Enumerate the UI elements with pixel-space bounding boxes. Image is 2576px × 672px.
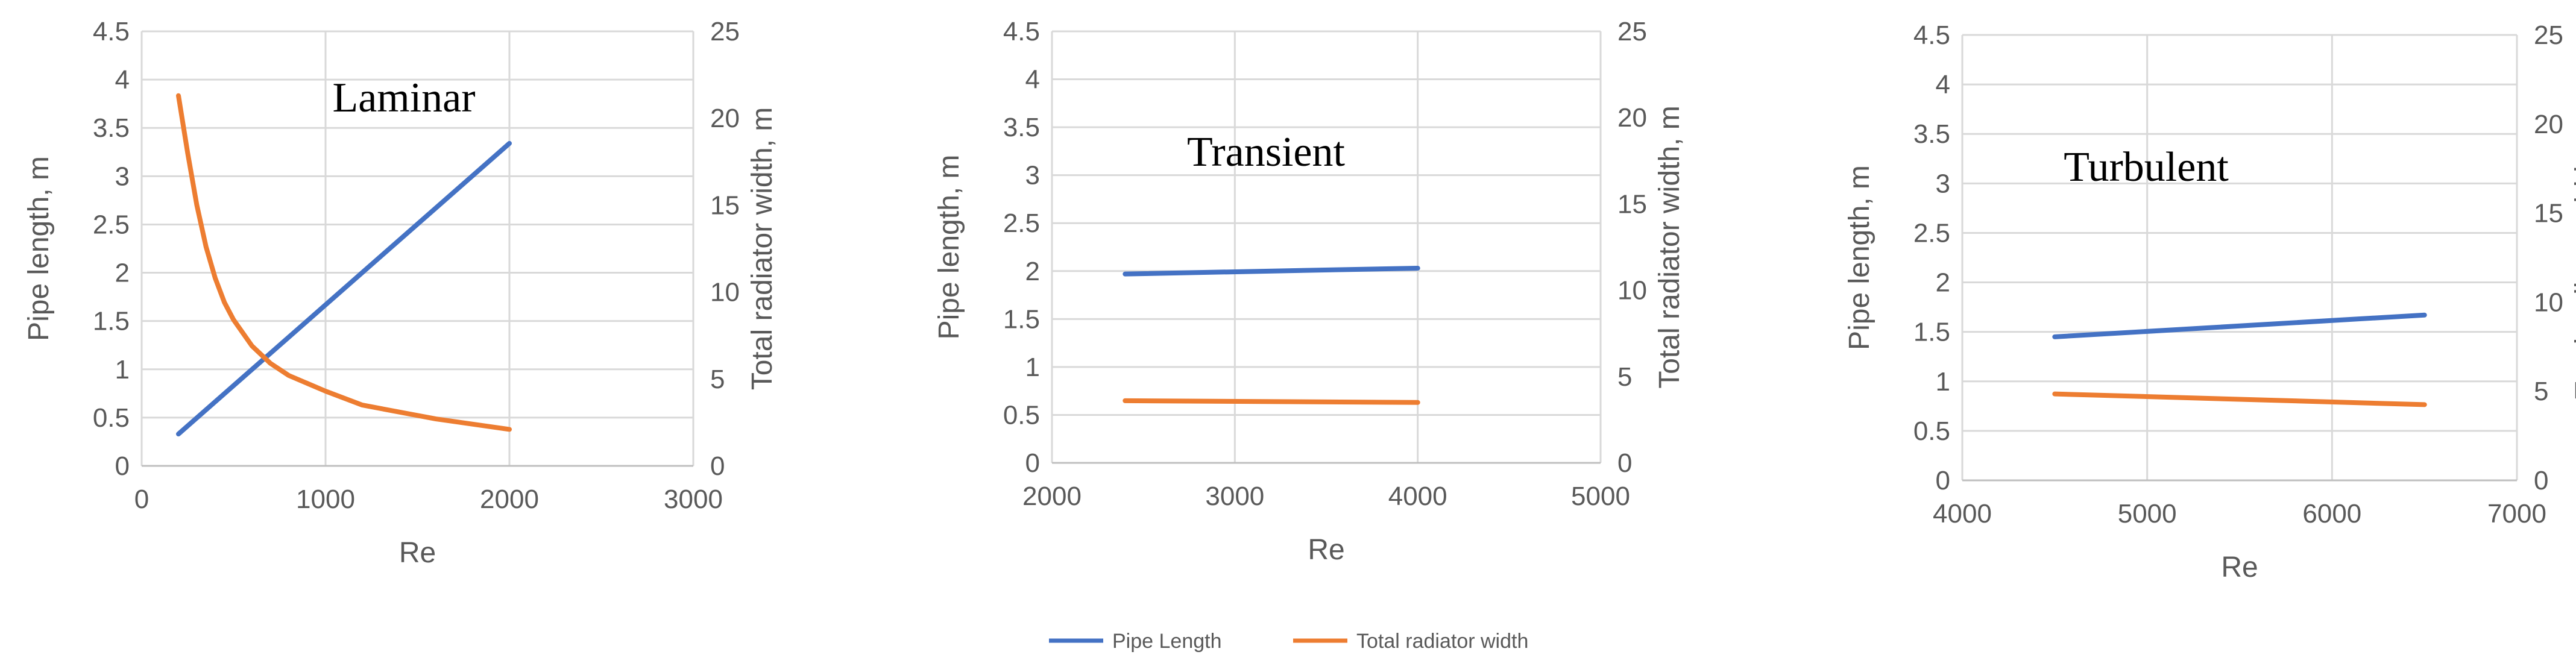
y-tick-label: 0 [1025,448,1040,478]
y2-tick-label: 10 [710,278,740,307]
y-tick-label: 3.5 [93,113,130,143]
y2-tick-label: 5 [2534,377,2548,406]
y-axis-title: Pipe length, m [1844,165,1875,350]
y2-axis-title: Total radiator width, m [1654,105,1686,389]
y2-tick-label: 15 [2534,199,2563,228]
y-tick-label: 2 [1936,268,1950,298]
legend-label: Pipe Length [1112,630,1222,653]
chart-panel-2: 0 0.5 1 1.5 2 2.5 3 3.5 4 4.5 0 5 10 15 20 25 2000 3000 40… [933,17,1686,566]
y2-tick-label: 15 [710,190,740,220]
legend-item-pipe-length: Pipe Length [1049,630,1222,653]
y-tick-label: 2 [115,259,130,288]
y2-tick-label: 20 [2534,110,2563,139]
y-tick-label: 1.5 [1913,318,1950,347]
y-axis-title: Pipe length, m [23,156,55,341]
legend-label: Total radiator width [1356,630,1528,653]
y-tick-label: 2 [1025,257,1040,286]
y2-tick-label: 20 [1617,103,1647,133]
y2-tick-label: 0 [2534,466,2548,495]
x-tick-label: 0 [134,485,149,514]
x-tick-label: 3000 [1205,482,1264,511]
y2-tick-label: 25 [2534,20,2563,50]
y2-tick-label: 10 [2534,287,2563,317]
series-line-pipe-length [1125,268,1417,274]
y-tick-label: 0 [115,451,130,481]
y2-tick-label: 10 [1617,276,1647,306]
y2-tick-label: 5 [1617,362,1632,392]
x-axis-title: Re [2221,551,2258,583]
legend: Pipe Length Total radiator width [1049,630,1528,653]
y-tick-label: 3 [115,162,130,191]
legend-item-total-radiator-width: Total radiator width [1293,630,1528,653]
series-line-total-radiator-width [1125,401,1417,403]
chart-panel-3: 0 0.5 1 1.5 2 2.5 3 3.5 4 4.5 0 5 10 15 20 25 4000 5000 60… [1844,20,2576,583]
x-axis-title: Re [399,537,436,569]
y2-tick-label: 0 [1617,448,1632,478]
series-line-pipe-length [178,143,509,434]
x-tick-label: 2000 [480,485,539,514]
chart-panel-1: 0 0.5 1 1.5 2 2.5 3 3.5 4 4.5 0 5 10 15 20 25 0 1000 2000 3… [23,17,778,569]
y2-axis-title: Total radiator width, m [746,107,778,391]
y-tick-label: 2.5 [1003,209,1040,238]
x-tick-label: 4000 [1388,482,1447,511]
y-tick-label: 4.5 [93,17,130,46]
x-tick-label: 5000 [2118,499,2177,529]
y-tick-label: 3 [1936,169,1950,198]
y-tick-label: 1.5 [1003,304,1040,334]
y-tick-label: 4 [1025,65,1040,95]
x-tick-label: 1000 [296,485,355,514]
y-tick-label: 4 [115,65,130,95]
x-axis-title: Re [1308,534,1344,566]
series-line-pipe-length [2055,315,2424,337]
y-tick-label: 4.5 [1003,17,1040,46]
y-tick-label: 2.5 [93,210,130,239]
y2-tick-label: 20 [710,104,740,133]
x-tick-label: 4000 [1933,499,1992,529]
panel-annotation: Transient [1187,129,1345,175]
y2-axis-title: Total radiator width, m [2570,116,2576,400]
panel-annotation: Laminar [332,75,475,121]
y-tick-label: 1 [115,355,130,385]
y-tick-label: 1 [1936,367,1950,397]
y2-tick-label: 5 [710,365,725,394]
y2-tick-label: 25 [1617,17,1647,46]
y-tick-label: 3.5 [1003,113,1040,142]
series-line-total-radiator-width [2055,394,2424,405]
y2-tick-label: 0 [710,451,725,481]
y2-tick-label: 25 [710,17,740,46]
gridlines [1962,35,2517,480]
x-tick-label: 5000 [1571,482,1630,511]
x-tick-label: 3000 [664,485,723,514]
y-tick-label: 0.5 [1003,400,1040,430]
y-tick-label: 4.5 [1913,20,1950,50]
x-tick-label: 6000 [2302,499,2361,529]
series-line-total-radiator-width [178,96,509,430]
x-tick-label: 7000 [2487,499,2546,529]
y-tick-label: 1.5 [93,307,130,336]
x-tick-label: 2000 [1022,482,1082,511]
y-tick-label: 3.5 [1913,119,1950,149]
y2-tick-label: 15 [1617,189,1647,219]
y-tick-label: 3 [1025,161,1040,190]
y-axis-title: Pipe length, m [933,155,965,340]
panel-annotation: Turbulent [2064,144,2229,190]
gridlines [1052,31,1601,463]
y-tick-label: 1 [1025,353,1040,382]
y-tick-label: 0.5 [1913,416,1950,446]
y-tick-label: 4 [1936,70,1950,99]
y-tick-label: 0.5 [93,403,130,433]
y-tick-label: 2.5 [1913,218,1950,248]
y-tick-label: 0 [1936,466,1950,495]
